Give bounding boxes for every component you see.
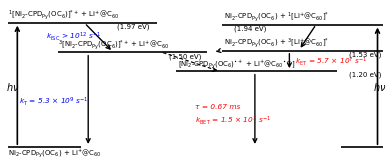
Text: $^{3}$[Ni$_2$-CPD$_{\rm Py}$(OC$_6$)]$^{*+}$ + Li$^{+}$@C$_{60}$: $^{3}$[Ni$_2$-CPD$_{\rm Py}$(OC$_6$)]$^{… [57, 38, 169, 52]
Text: $k_{\rm T}$ = 5.3 × 10$^9$ s$^{-1}$: $k_{\rm T}$ = 5.3 × 10$^9$ s$^{-1}$ [19, 95, 89, 108]
Text: $h\nu$: $h\nu$ [6, 81, 19, 93]
Text: Ni$_2$-CPD$_{\rm Py}$(OC$_6$) + Li$^{+}$@C$_{60}$: Ni$_2$-CPD$_{\rm Py}$(OC$_6$) + Li$^{+}$… [8, 148, 101, 160]
Text: Ni$_2$-CPD$_{\rm Py}$(OC$_6$) + $^{3}$[Li$^{+}$@C$_{60}$]$^{*}$: Ni$_2$-CPD$_{\rm Py}$(OC$_6$) + $^{3}$[L… [224, 36, 329, 50]
Text: [Ni$_2$-CPD$_{\rm Py}$(OC$_6$)$^{\bullet+}$ + Li$^{+}$@C$_{60}$$^{\bullet-}$]: [Ni$_2$-CPD$_{\rm Py}$(OC$_6$)$^{\bullet… [178, 58, 296, 71]
Text: (1.97 eV): (1.97 eV) [117, 23, 149, 30]
Text: (1.94 eV): (1.94 eV) [234, 25, 266, 32]
Text: Ni$_2$-CPD$_{\rm Py}$(OC$_6$) + $^{1}$[Li$^{+}$@C$_{60}$]$^{*}$: Ni$_2$-CPD$_{\rm Py}$(OC$_6$) + $^{1}$[L… [224, 11, 329, 24]
Text: $k_{\rm ISC}$ > 10$^{12}$ s$^{-1}$: $k_{\rm ISC}$ > 10$^{12}$ s$^{-1}$ [46, 31, 101, 43]
Text: $k_{\rm ET}$ = 5.7 × 10$^7$ s$^{-1}$: $k_{\rm ET}$ = 5.7 × 10$^7$ s$^{-1}$ [295, 55, 368, 68]
Text: (1.53 eV): (1.53 eV) [349, 51, 381, 58]
Text: $h\nu$: $h\nu$ [373, 81, 386, 93]
Text: τ = 0.67 ms
$k_{\rm BET}$ = 1.5 × 10$^3$ s$^{-1}$: τ = 0.67 ms $k_{\rm BET}$ = 1.5 × 10$^3$… [196, 104, 272, 127]
Text: (1.50 eV): (1.50 eV) [169, 53, 201, 59]
Text: (1.20 eV): (1.20 eV) [349, 72, 381, 78]
Text: $^{1}$[Ni$_2$-CPD$_{\rm Py}$(OC$_6$)]$^{*+}$ + Li$^{+}$@C$_{60}$: $^{1}$[Ni$_2$-CPD$_{\rm Py}$(OC$_6$)]$^{… [8, 9, 119, 22]
